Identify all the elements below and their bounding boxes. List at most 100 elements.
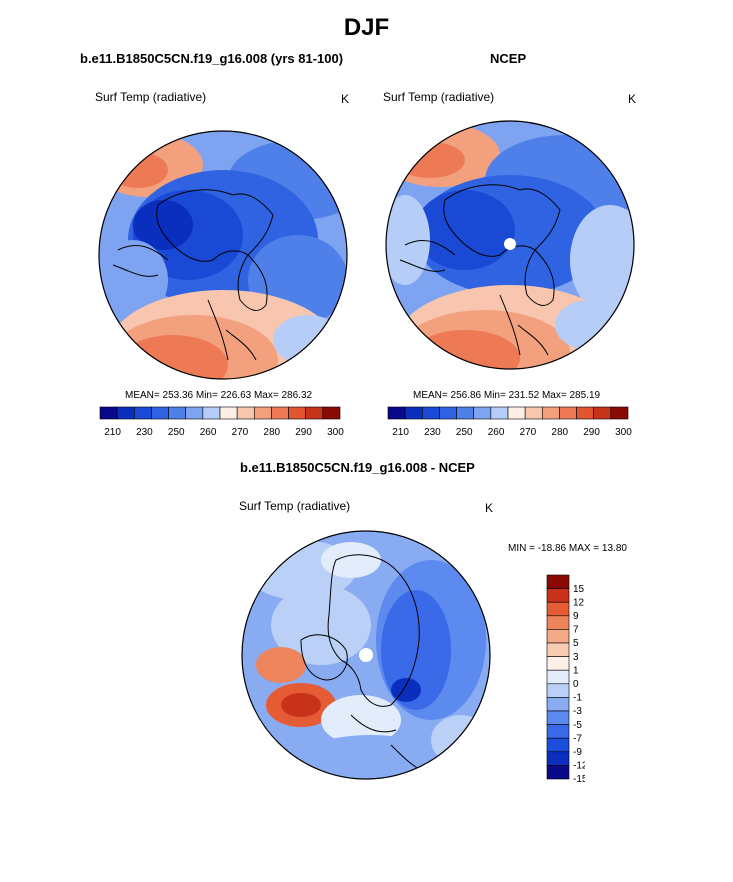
diff-colorbar-tick-label: 3 — [573, 652, 579, 663]
obs-colorbar-tick-label: 290 — [583, 427, 600, 438]
diff-field-europe — [431, 715, 490, 765]
diff-colorbar-box — [546, 615, 570, 630]
diff-field-bering-core — [281, 693, 321, 717]
model-colorbar-box — [305, 406, 324, 420]
diff-polar-map — [241, 530, 491, 780]
obs-coastline-alaska — [399, 240, 456, 272]
diff-coastline-greenland — [300, 634, 348, 681]
model-colorbar-box — [151, 406, 169, 420]
model-colorbar-box — [99, 406, 118, 420]
model-colorbar-box — [168, 406, 187, 420]
obs-colorbar-box — [593, 406, 612, 420]
model-field-atlantic-core — [118, 335, 228, 379]
model-colorbar-box — [253, 406, 272, 420]
diff-stats: MIN = -18.86 MAX = 13.80 — [508, 543, 627, 554]
model-colorbar-box — [185, 406, 204, 420]
diff-colorbar-tick-label: 7 — [573, 625, 579, 636]
diff-field-atlantic — [291, 735, 451, 779]
diff-colorbar-box — [546, 765, 570, 780]
diff-colorbar-tick-label: 12 — [573, 597, 585, 608]
model-colorbar-tick-label: 260 — [200, 427, 217, 438]
model-colorbar-tick-label: 280 — [263, 427, 280, 438]
diff-colorbar-tick-label: -15 — [573, 774, 585, 783]
diff-units-label: K — [485, 501, 494, 515]
diff-colorbar-tick-label: -7 — [573, 733, 582, 744]
obs-field-atlantic-core — [410, 330, 520, 369]
diff-colorbar-box — [546, 588, 570, 603]
figure-title: DJF — [343, 14, 390, 41]
model-colorbar-tick-label: 230 — [136, 427, 153, 438]
obs-field-warm-pacific-core — [395, 142, 465, 178]
model-colorbar-box — [271, 406, 289, 420]
obs-colorbar-box — [524, 406, 543, 420]
diff-colorbar-box — [546, 669, 570, 685]
model-coastline-europe — [207, 299, 257, 361]
model-colorbar-tick-label: 250 — [168, 427, 185, 438]
diff-coastline-eurasia — [327, 554, 420, 707]
obs-stats: MEAN= 256.86 Min= 231.52 Max= 285.19 — [413, 390, 601, 401]
model-units-label: K — [341, 92, 350, 106]
model-colorbar-box — [236, 406, 255, 420]
diff-colorbar-tick-label: 15 — [573, 584, 585, 595]
obs-variable-label: Surf Temp (radiative) — [383, 90, 495, 104]
obs-colorbar-box — [439, 406, 457, 420]
obs-field-arctic-cold — [415, 190, 515, 270]
model-map-border — [98, 130, 348, 380]
obs-field-canada — [555, 300, 625, 350]
diff-colorbar-tick-label: 5 — [573, 638, 579, 649]
diff-colorbar-tick-label: -3 — [573, 706, 582, 717]
model-colorbar-box — [322, 406, 341, 420]
model-colorbar-box — [133, 406, 152, 420]
model-colorbar: 210 230 250 260 270 280 290 300 — [99, 406, 344, 438]
diff-colorbar-box — [546, 751, 570, 766]
diff-colorbar-box — [546, 697, 570, 712]
diff-colorbar-tick-label: 9 — [573, 611, 579, 622]
obs-colorbar-box — [421, 406, 440, 420]
diff-colorbar-box — [546, 683, 570, 698]
model-colorbar-tick-label: 290 — [295, 427, 312, 438]
obs-units-label: K — [628, 92, 637, 106]
diff-colorbar-tick-label: -5 — [573, 720, 582, 731]
obs-colorbar-tick-label: 210 — [392, 427, 409, 438]
diff-variable-label: Surf Temp (radiative) — [239, 499, 351, 513]
obs-colorbar-box — [490, 406, 509, 420]
model-colorbar-tick-label: 270 — [232, 427, 249, 438]
obs-field-alaska — [386, 195, 430, 285]
diff-colorbar-box — [546, 574, 570, 589]
diff-panel-title: b.e11.B1850C5CN.f19_g16.008 - NCEP — [240, 460, 475, 475]
model-colorbar-box — [202, 406, 221, 420]
obs-colorbar-tick-label: 300 — [615, 427, 632, 438]
diff-colorbar: 15 12 9 7 5 3 1 0 -1 -3 -5 -7 -9 -12 -15 — [546, 574, 585, 783]
obs-coastline-greenland — [524, 249, 555, 306]
model-colorbar-box — [288, 406, 307, 420]
diff-colorbar-box — [546, 629, 570, 644]
obs-colorbar-tick-label: 270 — [520, 427, 537, 438]
model-colorbar-tick-label: 210 — [104, 427, 121, 438]
obs-colorbar-box — [541, 406, 560, 420]
diff-pole-hole — [359, 648, 373, 662]
obs-colorbar-box — [610, 406, 629, 420]
obs-colorbar-tick-label: 250 — [456, 427, 473, 438]
obs-map-border — [385, 120, 635, 370]
diff-colorbar-tick-label: -12 — [573, 761, 585, 772]
model-coastline-greenland — [237, 254, 268, 311]
obs-colorbar-box — [559, 406, 577, 420]
obs-colorbar: 210 230 250 260 270 280 290 300 — [387, 406, 632, 438]
model-coastline-alaska — [112, 245, 169, 277]
diff-colorbar-box — [546, 724, 570, 739]
obs-colorbar-box — [576, 406, 595, 420]
obs-panel-title: NCEP — [490, 51, 527, 66]
model-panel-title: b.e11.B1850C5CN.f19_g16.008 (yrs 81-100) — [80, 51, 344, 66]
diff-field-pacific-neutral — [321, 542, 381, 578]
diff-field-alaska-warm — [256, 647, 306, 683]
diff-field-arctic — [271, 585, 371, 665]
diff-colorbar-box — [546, 642, 570, 657]
model-field-arctic-core — [133, 200, 193, 250]
model-polar-map — [98, 130, 348, 380]
obs-colorbar-box — [473, 406, 492, 420]
obs-colorbar-tick-label: 280 — [551, 427, 568, 438]
diff-colorbar-tick-label: -9 — [573, 747, 582, 758]
obs-polar-map — [385, 120, 635, 370]
obs-colorbar-tick-label: 260 — [488, 427, 505, 438]
diff-colorbar-tick-label: -1 — [573, 693, 582, 704]
